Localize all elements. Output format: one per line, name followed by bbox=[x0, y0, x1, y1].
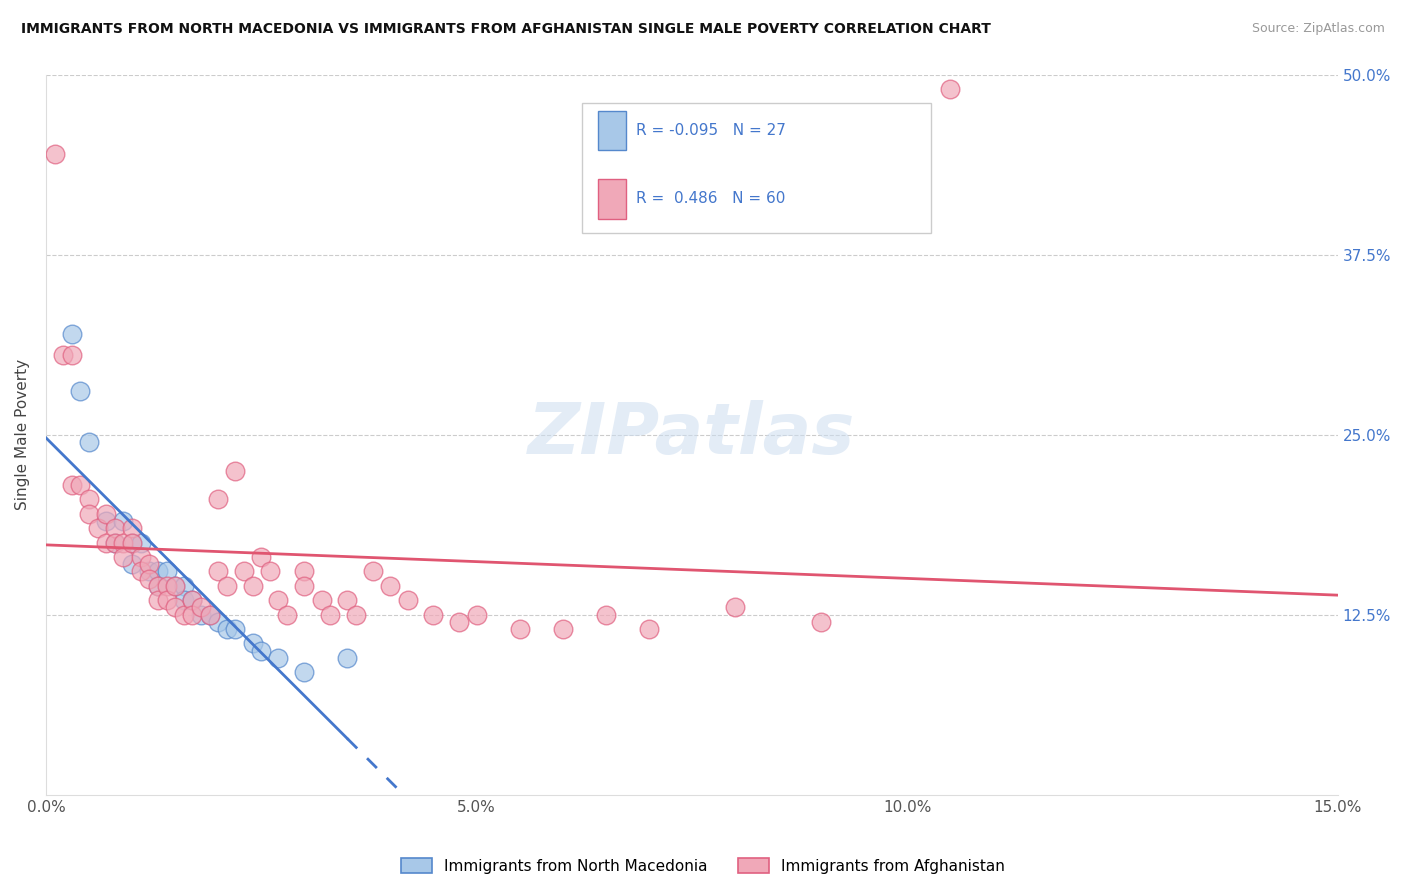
Point bbox=[233, 565, 256, 579]
Point bbox=[336, 651, 359, 665]
Point bbox=[422, 607, 444, 622]
Point bbox=[190, 600, 212, 615]
Point bbox=[396, 593, 419, 607]
Point bbox=[155, 565, 177, 579]
Point bbox=[69, 478, 91, 492]
Point bbox=[138, 565, 160, 579]
Text: ZIPatlas: ZIPatlas bbox=[529, 401, 855, 469]
Point bbox=[165, 579, 187, 593]
Point bbox=[146, 565, 169, 579]
Point bbox=[104, 521, 127, 535]
Point bbox=[344, 607, 367, 622]
Point bbox=[77, 507, 100, 521]
Point bbox=[96, 535, 118, 549]
Text: R = -0.095   N = 27: R = -0.095 N = 27 bbox=[637, 123, 786, 138]
Point bbox=[224, 464, 246, 478]
Point bbox=[60, 348, 83, 362]
Point bbox=[198, 607, 221, 622]
Point bbox=[267, 593, 290, 607]
Point bbox=[637, 622, 659, 636]
Point bbox=[250, 643, 273, 657]
Point bbox=[242, 636, 264, 650]
Point bbox=[181, 593, 204, 607]
Point bbox=[121, 558, 143, 572]
Point bbox=[104, 535, 127, 549]
Point bbox=[181, 607, 204, 622]
Point bbox=[190, 607, 212, 622]
Point bbox=[104, 535, 127, 549]
Point bbox=[465, 607, 488, 622]
Point bbox=[146, 593, 169, 607]
Point bbox=[155, 579, 177, 593]
Point bbox=[146, 579, 169, 593]
Point bbox=[173, 593, 195, 607]
Point bbox=[380, 579, 402, 593]
Point bbox=[207, 492, 229, 507]
Point bbox=[112, 549, 135, 564]
Point bbox=[60, 326, 83, 341]
Point bbox=[242, 579, 264, 593]
Point bbox=[96, 514, 118, 528]
Point bbox=[96, 507, 118, 521]
Point bbox=[224, 622, 246, 636]
Point bbox=[215, 622, 238, 636]
Point bbox=[60, 478, 83, 492]
Point bbox=[173, 579, 195, 593]
Point bbox=[138, 572, 160, 586]
Point bbox=[207, 615, 229, 629]
Point bbox=[198, 607, 221, 622]
Point bbox=[165, 579, 187, 593]
Point bbox=[276, 607, 298, 622]
Point bbox=[595, 607, 617, 622]
Point bbox=[267, 651, 290, 665]
Point bbox=[939, 82, 962, 96]
Point bbox=[292, 579, 315, 593]
Point bbox=[121, 535, 143, 549]
Point bbox=[155, 593, 177, 607]
Point bbox=[69, 384, 91, 399]
Point bbox=[810, 615, 832, 629]
FancyBboxPatch shape bbox=[598, 111, 626, 150]
Point bbox=[311, 593, 333, 607]
Point bbox=[129, 535, 152, 549]
Point bbox=[44, 146, 66, 161]
FancyBboxPatch shape bbox=[598, 179, 626, 219]
Point bbox=[173, 607, 195, 622]
Point bbox=[207, 565, 229, 579]
Point bbox=[215, 579, 238, 593]
Point bbox=[165, 600, 187, 615]
Point bbox=[181, 593, 204, 607]
Point bbox=[77, 434, 100, 449]
Point bbox=[86, 521, 108, 535]
Point bbox=[724, 600, 747, 615]
Text: IMMIGRANTS FROM NORTH MACEDONIA VS IMMIGRANTS FROM AFGHANISTAN SINGLE MALE POVER: IMMIGRANTS FROM NORTH MACEDONIA VS IMMIG… bbox=[21, 22, 991, 37]
Point bbox=[292, 565, 315, 579]
Point bbox=[292, 665, 315, 680]
Point bbox=[551, 622, 574, 636]
Point bbox=[129, 549, 152, 564]
Legend: Immigrants from North Macedonia, Immigrants from Afghanistan: Immigrants from North Macedonia, Immigra… bbox=[395, 852, 1011, 880]
Point bbox=[146, 579, 169, 593]
Point bbox=[112, 535, 135, 549]
Point bbox=[129, 565, 152, 579]
Point bbox=[52, 348, 75, 362]
Point bbox=[112, 514, 135, 528]
Point bbox=[449, 615, 471, 629]
Point bbox=[336, 593, 359, 607]
Text: Source: ZipAtlas.com: Source: ZipAtlas.com bbox=[1251, 22, 1385, 36]
Text: R =  0.486   N = 60: R = 0.486 N = 60 bbox=[637, 191, 786, 206]
FancyBboxPatch shape bbox=[582, 103, 931, 233]
Point bbox=[250, 549, 273, 564]
Point bbox=[509, 622, 531, 636]
Point bbox=[121, 535, 143, 549]
Point bbox=[77, 492, 100, 507]
Point bbox=[259, 565, 281, 579]
Point bbox=[319, 607, 342, 622]
Point bbox=[138, 558, 160, 572]
Point bbox=[121, 521, 143, 535]
Y-axis label: Single Male Poverty: Single Male Poverty bbox=[15, 359, 30, 510]
Point bbox=[361, 565, 384, 579]
